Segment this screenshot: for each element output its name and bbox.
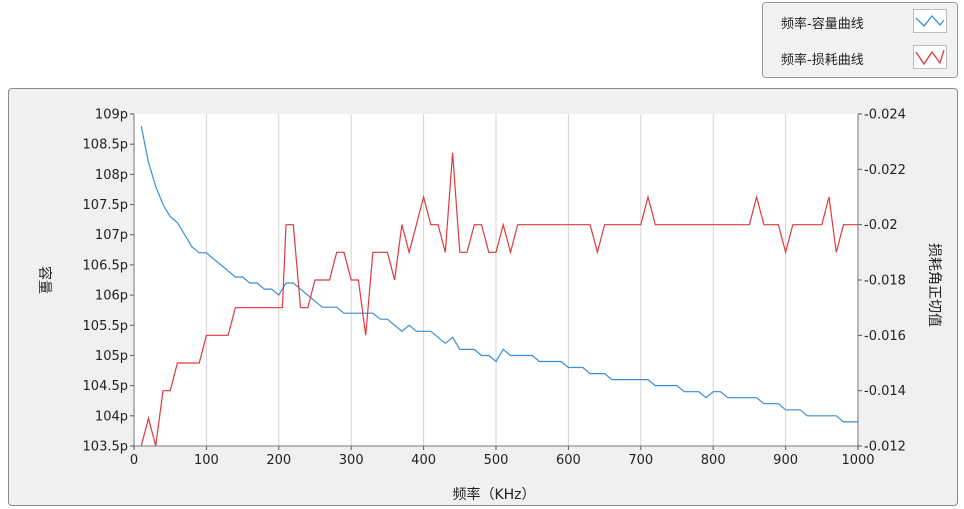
y-tick-label: 107p [95,228,128,243]
y-tick-label: 108p [95,168,128,183]
legend-label-loss: 频率-损耗曲线 [781,53,864,68]
legend-label-capacitance: 频率-容量曲线 [781,17,864,32]
loss-series-line [140,152,858,447]
y2-tick-label: -0.018 [864,274,906,289]
x-tick-label: 400 [411,453,436,468]
loss-line-swatch-icon [913,45,947,69]
y2-tick-label: -0.022 [864,163,906,178]
x-tick-label: 0 [130,453,138,468]
capacitance-line-swatch-icon [913,9,947,33]
x-tick-label: 200 [266,453,291,468]
y2-axis-title: 损耗角正切值 [926,243,942,327]
legend-item-capacitance[interactable]: 频率-容量曲线 [763,7,959,37]
y-tick-label: 103.5p [83,440,128,455]
y2-tick-label: -0.024 [864,108,906,123]
y-axis-title: 容量 [36,266,53,294]
chart-legend: 频率-容量曲线 频率-损耗曲线 [762,2,958,78]
y2-tick-label: -0.016 [864,329,906,344]
y-tick-label: 107.5p [83,198,128,213]
y-tick-label: 105.5p [83,319,128,334]
y-tick-label: 104p [95,409,128,424]
capacitance-series-line [140,125,858,423]
y-tick-label: 108.5p [83,138,128,153]
y2-tick-label: -0.014 [864,384,906,399]
x-tick-label: 100 [194,453,219,468]
x-tick-label: 700 [628,453,653,468]
y-tick-label: 106p [95,289,128,304]
legend-item-loss[interactable]: 频率-损耗曲线 [763,43,959,73]
x-tick-label: 500 [484,453,509,468]
y-tick-label: 109p [95,108,128,123]
x-tick-label: 1000 [841,453,874,468]
y-tick-label: 104.5p [83,379,128,394]
x-tick-label: 900 [773,453,798,468]
y2-tick-label: -0.02 [864,218,898,233]
y2-tick-label: -0.012 [864,440,906,455]
y-tick-label: 106.5p [83,258,128,273]
x-axis-title: 频率（KHz） [452,486,535,503]
x-tick-label: 300 [339,453,364,468]
x-tick-label: 800 [701,453,726,468]
y-tick-label: 105p [95,349,128,364]
x-tick-label: 600 [556,453,581,468]
